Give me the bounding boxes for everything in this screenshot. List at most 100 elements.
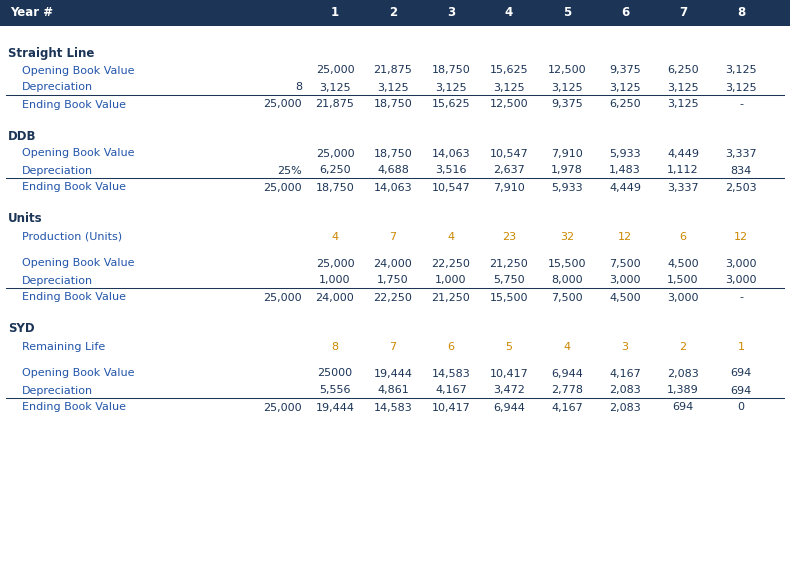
Text: 9,375: 9,375 xyxy=(551,99,583,109)
Text: 25,000: 25,000 xyxy=(316,66,354,75)
Text: 3,000: 3,000 xyxy=(609,275,641,286)
Text: 5: 5 xyxy=(562,6,571,20)
Text: 3,337: 3,337 xyxy=(725,148,757,159)
Text: 18,750: 18,750 xyxy=(374,99,412,109)
Text: 694: 694 xyxy=(731,385,751,396)
Text: 9,375: 9,375 xyxy=(609,66,641,75)
Text: 5,750: 5,750 xyxy=(493,275,525,286)
Text: 4: 4 xyxy=(332,232,339,242)
Text: Ending Book Value: Ending Book Value xyxy=(22,402,126,412)
Text: 21,875: 21,875 xyxy=(374,66,412,75)
Text: 22,250: 22,250 xyxy=(431,259,470,269)
Text: 25,000: 25,000 xyxy=(316,259,354,269)
Text: 6,250: 6,250 xyxy=(609,99,641,109)
Text: 24,000: 24,000 xyxy=(316,293,355,302)
Text: 4: 4 xyxy=(563,342,570,351)
Text: 3,125: 3,125 xyxy=(319,82,351,93)
Text: 23: 23 xyxy=(502,232,516,242)
Text: 4,688: 4,688 xyxy=(377,166,409,175)
Text: 7: 7 xyxy=(389,232,397,242)
Text: SYD: SYD xyxy=(8,323,35,335)
Text: 1,483: 1,483 xyxy=(609,166,641,175)
Text: 2,778: 2,778 xyxy=(551,385,583,396)
Text: 4,449: 4,449 xyxy=(667,148,699,159)
Text: 4,449: 4,449 xyxy=(609,182,641,193)
Text: 21,250: 21,250 xyxy=(490,259,529,269)
Text: 1,750: 1,750 xyxy=(377,275,408,286)
Text: 24,000: 24,000 xyxy=(374,259,412,269)
Text: -: - xyxy=(739,293,743,302)
Text: 18,750: 18,750 xyxy=(374,148,412,159)
Text: 7,910: 7,910 xyxy=(493,182,525,193)
Text: Depreciation: Depreciation xyxy=(22,385,93,396)
Text: 19,444: 19,444 xyxy=(315,402,355,412)
Text: 10,547: 10,547 xyxy=(431,182,470,193)
Text: 15,625: 15,625 xyxy=(490,66,529,75)
Text: 2: 2 xyxy=(679,342,687,351)
Text: 15,500: 15,500 xyxy=(547,259,586,269)
Text: Units: Units xyxy=(8,213,43,225)
Text: 3,125: 3,125 xyxy=(493,82,525,93)
Text: 5,933: 5,933 xyxy=(551,182,583,193)
Text: 3,125: 3,125 xyxy=(551,82,583,93)
Text: 1: 1 xyxy=(331,6,339,20)
Text: 25,000: 25,000 xyxy=(316,148,354,159)
Text: 3,000: 3,000 xyxy=(725,259,757,269)
Text: 21,875: 21,875 xyxy=(315,99,355,109)
Text: 3: 3 xyxy=(622,342,629,351)
Text: 4,500: 4,500 xyxy=(668,259,699,269)
Text: 6: 6 xyxy=(679,232,687,242)
Text: 7: 7 xyxy=(679,6,687,20)
Text: 12,500: 12,500 xyxy=(490,99,529,109)
Text: Ending Book Value: Ending Book Value xyxy=(22,182,126,193)
Text: 14,583: 14,583 xyxy=(374,402,412,412)
Text: Ending Book Value: Ending Book Value xyxy=(22,99,126,109)
Text: 21,250: 21,250 xyxy=(431,293,470,302)
Text: 10,417: 10,417 xyxy=(431,402,470,412)
Text: 1,500: 1,500 xyxy=(668,275,698,286)
Text: 834: 834 xyxy=(731,166,751,175)
Text: DDB: DDB xyxy=(8,129,36,143)
Text: 25,000: 25,000 xyxy=(263,293,302,302)
Text: 10,417: 10,417 xyxy=(490,369,529,378)
Text: 3,516: 3,516 xyxy=(435,166,467,175)
Text: 3,125: 3,125 xyxy=(725,66,757,75)
Text: 7: 7 xyxy=(389,342,397,351)
Text: 7,500: 7,500 xyxy=(609,259,641,269)
Text: 694: 694 xyxy=(672,402,694,412)
Text: 12: 12 xyxy=(618,232,632,242)
Text: 22,250: 22,250 xyxy=(374,293,412,302)
Text: 4,167: 4,167 xyxy=(609,369,641,378)
Text: Ending Book Value: Ending Book Value xyxy=(22,293,126,302)
Text: 1,000: 1,000 xyxy=(319,275,351,286)
Text: 5: 5 xyxy=(506,342,513,351)
Text: 3,000: 3,000 xyxy=(725,275,757,286)
Text: 3,472: 3,472 xyxy=(493,385,525,396)
Text: 1,389: 1,389 xyxy=(667,385,699,396)
Text: 4,167: 4,167 xyxy=(551,402,583,412)
Text: 18,750: 18,750 xyxy=(316,182,355,193)
Text: Opening Book Value: Opening Book Value xyxy=(22,148,134,159)
Text: Production (Units): Production (Units) xyxy=(22,232,122,242)
Text: 2: 2 xyxy=(389,6,397,20)
Text: 25%: 25% xyxy=(277,166,302,175)
Text: 1,112: 1,112 xyxy=(668,166,699,175)
Text: Depreciation: Depreciation xyxy=(22,82,93,93)
Text: 4,861: 4,861 xyxy=(377,385,409,396)
Text: 8,000: 8,000 xyxy=(551,275,583,286)
Text: 694: 694 xyxy=(731,369,751,378)
Text: Straight Line: Straight Line xyxy=(8,47,94,59)
Text: 6,250: 6,250 xyxy=(319,166,351,175)
Bar xyxy=(0,0,790,26)
Text: 7,500: 7,500 xyxy=(551,293,583,302)
Text: 3,125: 3,125 xyxy=(725,82,757,93)
Text: 3: 3 xyxy=(447,6,455,20)
Text: 25,000: 25,000 xyxy=(263,402,302,412)
Text: Depreciation: Depreciation xyxy=(22,275,93,286)
Text: 25000: 25000 xyxy=(318,369,352,378)
Text: 3,125: 3,125 xyxy=(435,82,467,93)
Text: Opening Book Value: Opening Book Value xyxy=(22,369,134,378)
Text: 4: 4 xyxy=(505,6,514,20)
Text: 4,500: 4,500 xyxy=(609,293,641,302)
Text: 14,063: 14,063 xyxy=(431,148,470,159)
